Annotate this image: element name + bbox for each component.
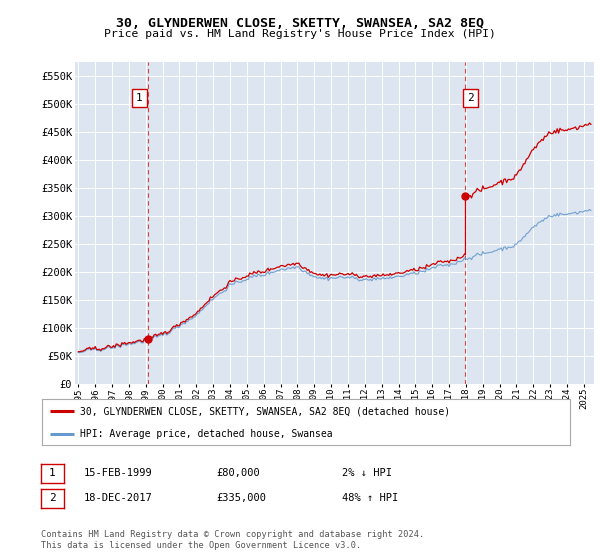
Text: 1: 1 <box>49 468 56 478</box>
Text: 18-DEC-2017: 18-DEC-2017 <box>84 493 153 503</box>
Text: 48% ↑ HPI: 48% ↑ HPI <box>342 493 398 503</box>
Text: Contains HM Land Registry data © Crown copyright and database right 2024.
This d: Contains HM Land Registry data © Crown c… <box>41 530 424 550</box>
Text: 30, GLYNDERWEN CLOSE, SKETTY, SWANSEA, SA2 8EQ: 30, GLYNDERWEN CLOSE, SKETTY, SWANSEA, S… <box>116 17 484 30</box>
Text: 2: 2 <box>49 493 56 503</box>
Text: Price paid vs. HM Land Registry's House Price Index (HPI): Price paid vs. HM Land Registry's House … <box>104 29 496 39</box>
Text: 2: 2 <box>467 93 473 103</box>
Text: £335,000: £335,000 <box>216 493 266 503</box>
Text: £80,000: £80,000 <box>216 468 260 478</box>
Text: HPI: Average price, detached house, Swansea: HPI: Average price, detached house, Swan… <box>80 428 332 438</box>
Text: 1: 1 <box>136 93 143 103</box>
Text: 2% ↓ HPI: 2% ↓ HPI <box>342 468 392 478</box>
Text: 30, GLYNDERWEN CLOSE, SKETTY, SWANSEA, SA2 8EQ (detached house): 30, GLYNDERWEN CLOSE, SKETTY, SWANSEA, S… <box>80 406 450 416</box>
Text: 15-FEB-1999: 15-FEB-1999 <box>84 468 153 478</box>
